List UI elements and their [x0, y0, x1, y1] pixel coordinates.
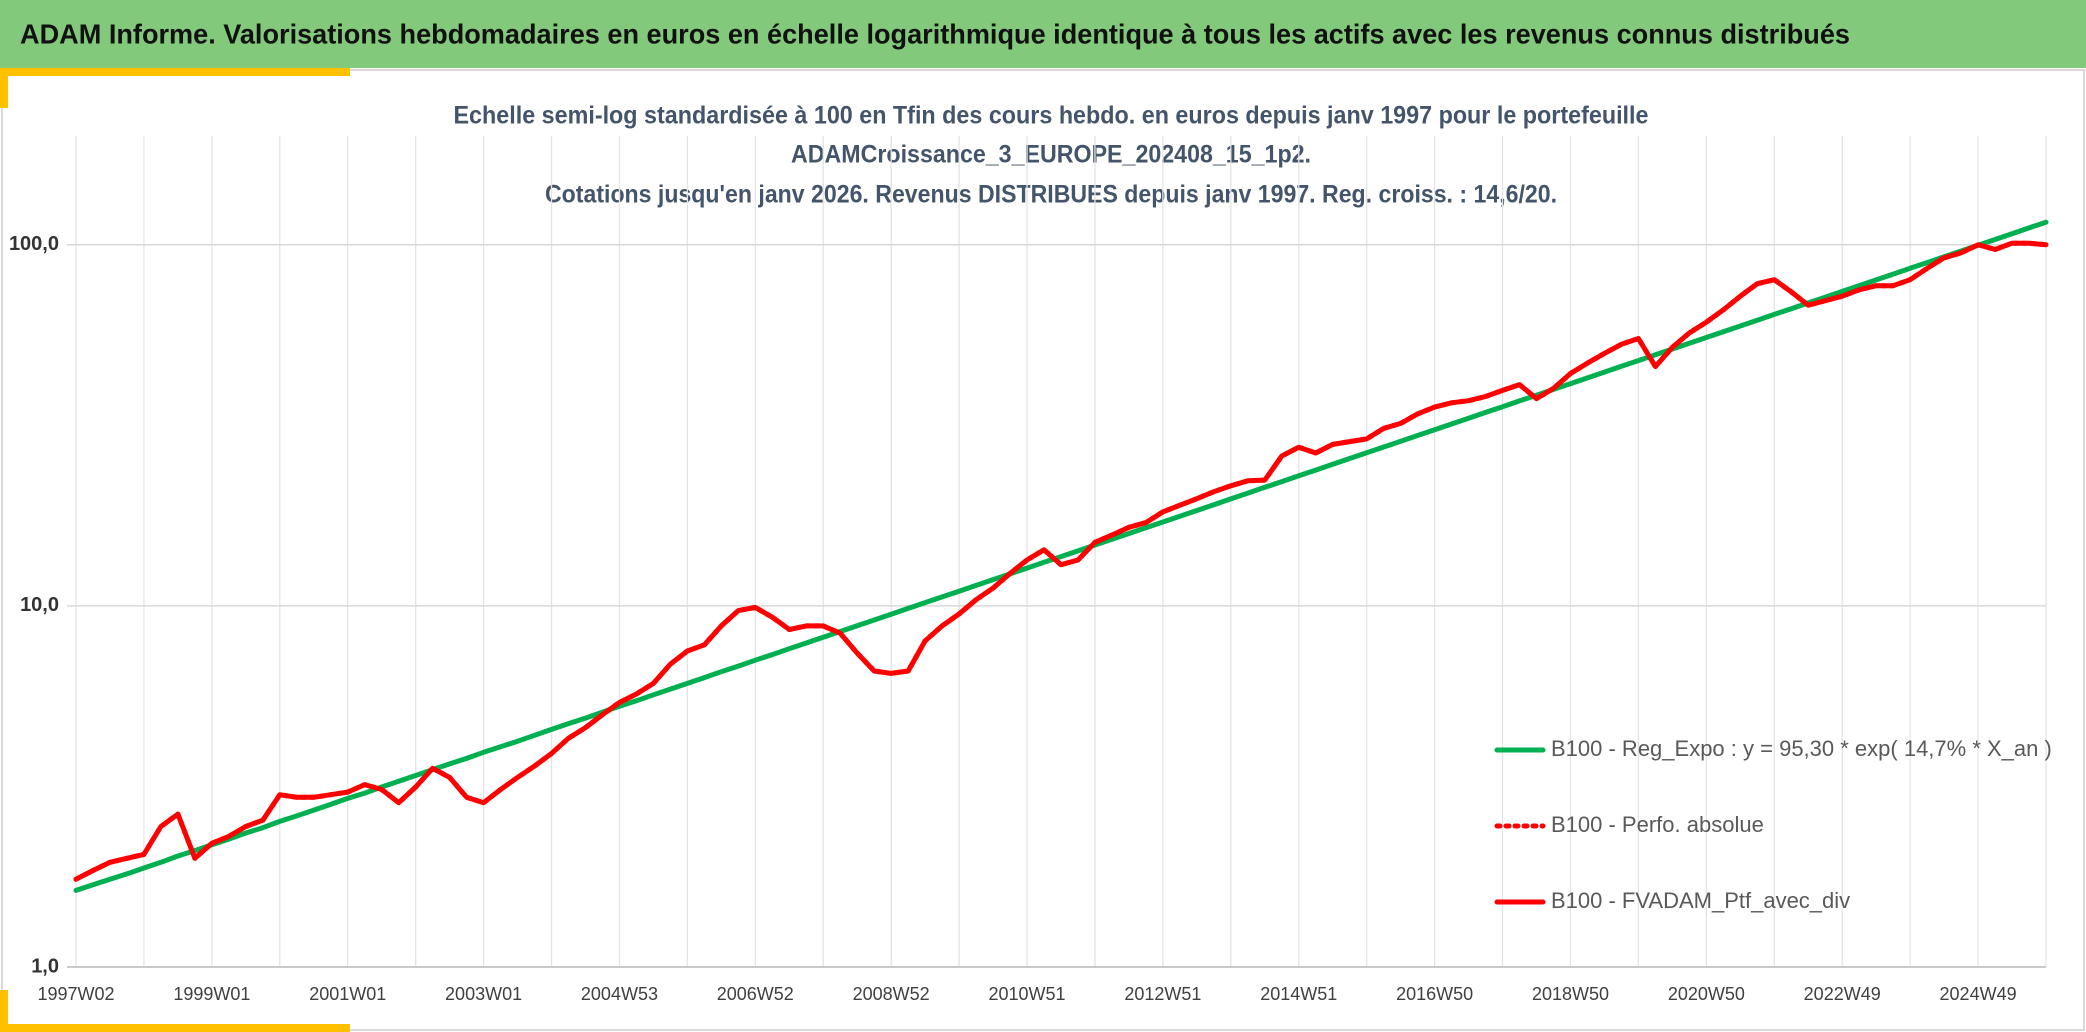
- x-tick-label: 1997W02: [37, 984, 114, 1004]
- x-tick-label: 2022W49: [1804, 984, 1881, 1004]
- x-tick-label: 2018W50: [1532, 984, 1609, 1004]
- header-bar: [0, 0, 2086, 68]
- x-tick-label: 2016W50: [1396, 984, 1473, 1004]
- chart-border: [1, 69, 2085, 1031]
- x-tick-label: 2004W53: [581, 984, 658, 1004]
- x-tick-label: 2003W01: [445, 984, 522, 1004]
- chart-title: ADAMCroissance_3_EUROPE_202408_15_1p2.: [791, 141, 1311, 169]
- chart-title: Echelle semi-log standardisée à 100 en T…: [454, 102, 1649, 130]
- x-tick-label: 2012W51: [1124, 984, 1201, 1004]
- y-tick-label: 1,0: [31, 955, 59, 977]
- header-title: ADAM Informe. Valorisations hebdomadaire…: [20, 18, 1850, 49]
- accent-bottom-left: [0, 990, 8, 1032]
- accent-top-left: [0, 68, 8, 108]
- x-tick-label: 2001W01: [309, 984, 386, 1004]
- accent-bottom: [0, 1024, 350, 1032]
- x-tick-label: 2008W52: [853, 984, 930, 1004]
- line-series: [73, 219, 2049, 893]
- accent-top: [0, 68, 350, 76]
- legend-label: B100 - Reg_Expo : y = 95,30 * exp( 14,7%…: [1551, 736, 2052, 761]
- legend-label: B100 - FVADAM_Ptf_avec_div: [1551, 888, 1850, 913]
- y-tick-label: 10,0: [20, 594, 59, 616]
- y-tick-label: 100,0: [9, 233, 59, 255]
- chart-title: Cotations jusqu'en janv 2026. Revenus DI…: [545, 181, 1557, 209]
- x-tick-label: 2020W50: [1668, 984, 1745, 1004]
- line-series: [73, 240, 2049, 882]
- x-tick-label: 2024W49: [1940, 984, 2017, 1004]
- x-tick-label: 2006W52: [717, 984, 794, 1004]
- legend-label: B100 - Perfo. absolue: [1551, 812, 1764, 837]
- x-tick-label: 2014W51: [1260, 984, 1337, 1004]
- x-tick-label: 1999W01: [173, 984, 250, 1004]
- x-tick-label: 2010W51: [989, 984, 1066, 1004]
